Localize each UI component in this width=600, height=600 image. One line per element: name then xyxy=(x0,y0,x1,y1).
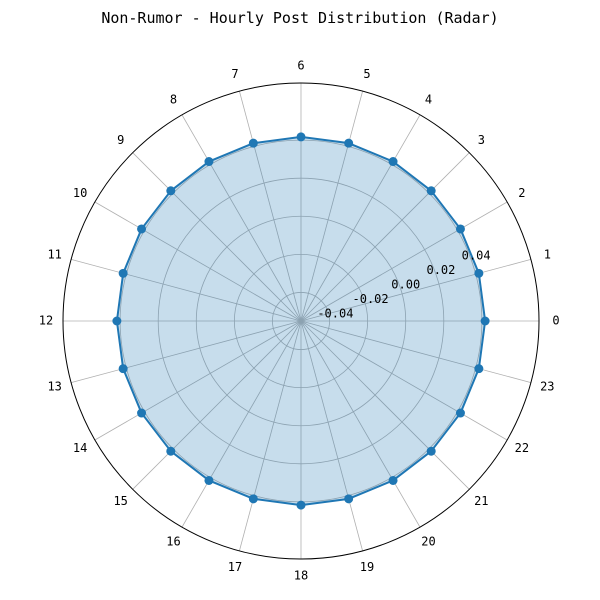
angular-tick-label: 11 xyxy=(47,248,61,262)
angular-tick-label: 0 xyxy=(552,314,559,328)
data-point xyxy=(455,224,465,234)
data-point xyxy=(112,316,122,326)
angular-gridline xyxy=(132,320,302,490)
series-layer xyxy=(112,132,490,510)
data-point xyxy=(248,494,258,504)
angular-gridline xyxy=(239,91,302,322)
angular-tick-label: 21 xyxy=(474,494,488,508)
data-point xyxy=(118,364,128,374)
radial-gridline xyxy=(195,215,407,427)
angular-gridline xyxy=(300,152,470,322)
angular-gridline xyxy=(300,201,508,322)
radial-gridline xyxy=(233,253,369,389)
data-point xyxy=(248,138,258,148)
chart-title: Non-Rumor - Hourly Post Distribution (Ra… xyxy=(101,9,499,27)
angular-tick-label: 3 xyxy=(478,133,485,147)
angular-gridline xyxy=(239,320,302,551)
angular-tick-label: 19 xyxy=(360,560,374,574)
data-point xyxy=(118,268,128,278)
angular-gridline xyxy=(71,259,302,322)
data-point xyxy=(344,138,354,148)
angular-tick-label: 4 xyxy=(425,93,432,107)
radial-tick-label: -0.02 xyxy=(353,292,389,306)
angular-gridline xyxy=(300,259,531,322)
data-point xyxy=(166,186,176,196)
data-point xyxy=(388,475,398,485)
angular-tick-label: 8 xyxy=(170,93,177,107)
angular-tick-label: 6 xyxy=(297,59,304,73)
angular-tick-label: 13 xyxy=(47,379,61,393)
data-point xyxy=(296,132,306,142)
label-layer: -0.04-0.020.000.020.04012345678910111213… xyxy=(39,59,560,583)
angular-tick-label: 10 xyxy=(73,186,87,200)
angular-gridline xyxy=(132,152,302,322)
data-point xyxy=(296,500,306,510)
angular-tick-label: 2 xyxy=(518,186,525,200)
angular-gridline xyxy=(181,320,302,528)
angular-tick-label: 22 xyxy=(515,441,529,455)
polar-frame xyxy=(62,82,540,560)
data-point xyxy=(388,157,398,167)
angular-tick-label: 20 xyxy=(421,534,435,548)
angular-tick-label: 23 xyxy=(540,379,554,393)
angular-tick-label: 17 xyxy=(228,560,242,574)
data-point xyxy=(474,364,484,374)
angular-tick-label: 18 xyxy=(294,569,308,583)
angular-gridline xyxy=(300,91,363,322)
data-point xyxy=(137,408,147,418)
radial-tick-label: 0.04 xyxy=(462,248,491,262)
radial-gridline xyxy=(272,292,330,350)
radial-tick-label: 0.00 xyxy=(391,277,420,291)
angular-gridline xyxy=(71,320,302,383)
angular-gridline xyxy=(300,320,508,441)
data-point xyxy=(344,494,354,504)
data-point xyxy=(204,475,214,485)
series-area xyxy=(116,136,486,506)
angular-tick-label: 7 xyxy=(231,67,238,81)
angular-gridline xyxy=(300,320,421,528)
data-point xyxy=(137,224,147,234)
angular-tick-label: 12 xyxy=(39,314,53,328)
angular-tick-label: 16 xyxy=(166,534,180,548)
angular-gridline xyxy=(94,201,302,322)
angular-gridline xyxy=(300,320,470,490)
radial-gridline xyxy=(157,177,445,465)
data-point xyxy=(426,186,436,196)
data-point xyxy=(455,408,465,418)
angular-tick-label: 1 xyxy=(544,248,551,262)
data-point xyxy=(166,446,176,456)
angular-gridline xyxy=(94,320,302,441)
angular-tick-label: 9 xyxy=(117,133,124,147)
data-point xyxy=(426,446,436,456)
data-point xyxy=(474,268,484,278)
radial-tick-label: -0.04 xyxy=(317,307,353,321)
angular-gridline xyxy=(300,320,531,383)
data-point xyxy=(204,157,214,167)
angular-gridline xyxy=(181,114,302,322)
angular-tick-label: 14 xyxy=(73,441,87,455)
angular-tick-label: 15 xyxy=(113,494,127,508)
data-point xyxy=(480,316,490,326)
angular-gridline xyxy=(300,114,421,322)
angular-tick-label: 5 xyxy=(363,67,370,81)
radial-tick-label: 0.02 xyxy=(426,263,455,277)
angular-gridline xyxy=(300,320,363,551)
